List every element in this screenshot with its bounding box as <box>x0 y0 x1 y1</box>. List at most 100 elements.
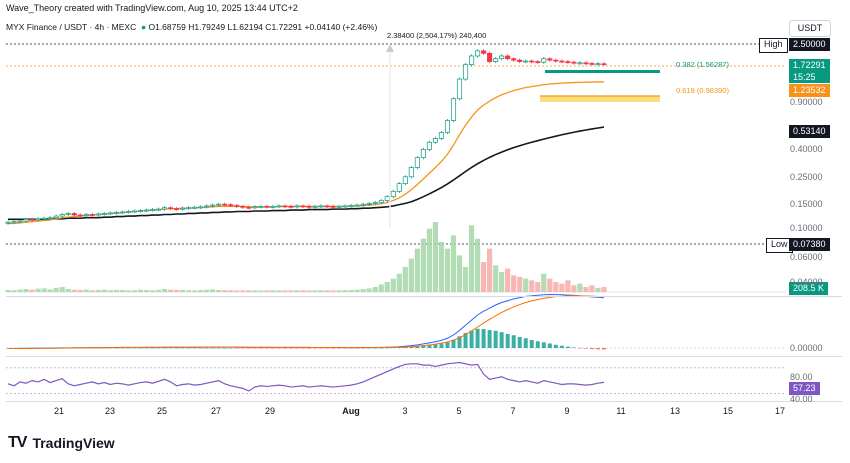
candle <box>282 205 288 208</box>
currency-button[interactable]: USDT <box>789 20 831 37</box>
candle <box>252 206 258 209</box>
volume-bar <box>101 289 107 292</box>
volume-bar <box>366 288 372 292</box>
volume-bar <box>306 290 312 292</box>
tradingview-brand[interactable]: TV TradingView <box>8 434 115 452</box>
candle <box>95 213 101 216</box>
volume-bar <box>17 289 23 292</box>
candle <box>336 206 342 208</box>
volume-bar <box>396 273 402 292</box>
volume-bar <box>83 289 89 292</box>
price-tick: 0.25000 <box>790 172 823 182</box>
candle <box>330 206 336 208</box>
ohlc-high: 1.79249 <box>194 22 226 32</box>
volume-bar <box>222 290 228 292</box>
candle <box>318 205 324 208</box>
macd-histogram-bar <box>204 347 209 349</box>
signal-line <box>8 295 605 349</box>
macd-histogram-bar <box>451 339 456 348</box>
volume-bar <box>450 235 457 292</box>
macd-histogram-bar <box>222 347 227 349</box>
candle <box>324 205 330 208</box>
candle <box>493 58 499 62</box>
volume-bar <box>155 289 162 292</box>
volume-bar <box>5 290 11 292</box>
macd-histogram-bar <box>523 338 528 348</box>
volume-bar <box>282 290 288 292</box>
candle <box>402 176 408 184</box>
volume-bar <box>258 290 264 292</box>
candle <box>71 213 77 216</box>
volume-bar <box>71 289 77 292</box>
candle <box>5 221 11 224</box>
macd-histogram-bar <box>427 344 432 348</box>
fib-618-label: 0.618 (0.98390) <box>676 86 729 95</box>
macd-histogram-bar <box>571 347 576 348</box>
volume-bar <box>270 290 276 292</box>
macd-histogram-bar <box>529 340 534 348</box>
high-price-tag: 2.50000 <box>789 38 830 51</box>
price-tick: 0.10000 <box>790 223 823 233</box>
fib-382-zone <box>545 70 660 73</box>
macd-histogram-bar <box>138 347 143 349</box>
candle <box>89 214 95 216</box>
macd-histogram-bar <box>198 348 203 349</box>
ohlc-low: 1.62194 <box>232 22 263 32</box>
macd-histogram-bar <box>553 344 558 348</box>
volume-bar <box>535 282 541 292</box>
candle <box>559 60 565 63</box>
volume-bar <box>468 225 475 292</box>
volume-bar <box>131 290 138 292</box>
macd-histogram-bar <box>331 348 336 349</box>
macd-histogram-bar <box>493 330 498 348</box>
x-tick: 7 <box>510 406 516 416</box>
volume-bar <box>119 290 125 292</box>
macd-histogram-bar <box>126 347 131 349</box>
macd-histogram-bar <box>192 347 197 349</box>
volume-bar <box>438 242 445 292</box>
volume-bar <box>547 278 553 292</box>
candle <box>288 206 294 208</box>
candle <box>426 141 432 150</box>
price-tick: 0.06000 <box>790 252 823 262</box>
volume-bar <box>252 290 258 292</box>
macd-histogram-bar <box>487 330 492 348</box>
volume-bar <box>143 290 150 292</box>
x-tick: 15 <box>722 406 734 416</box>
symbol-name: MYX Finance / USDT · 4h · MEXC <box>6 22 137 32</box>
candle <box>83 214 89 216</box>
candle <box>77 214 83 217</box>
volume-bar <box>11 290 17 292</box>
candle <box>210 204 216 207</box>
tradingview-logo-icon: TV <box>8 434 27 451</box>
candle <box>47 217 53 220</box>
volume-bar <box>474 238 481 292</box>
macd-histogram-bar <box>559 345 564 348</box>
macd-histogram-bar <box>264 348 269 349</box>
volume-bar <box>342 290 348 292</box>
macd-zero-label: 0.00000 <box>790 343 823 353</box>
candle <box>601 63 607 66</box>
price-tick: 0.40000 <box>790 144 823 154</box>
volume-bar <box>53 287 59 292</box>
volume-bar <box>210 289 216 292</box>
fib-382-label: 0.382 (1.56287) <box>676 60 729 69</box>
volume-bar <box>499 272 505 292</box>
candle <box>529 60 535 63</box>
candle <box>396 183 402 192</box>
volume-bar <box>354 289 360 292</box>
candle <box>137 210 143 212</box>
candle <box>553 59 559 62</box>
ohlc-open: 1.68759 <box>155 22 186 32</box>
candle <box>258 206 264 208</box>
candle <box>198 206 204 209</box>
ohlc-close-label: C <box>265 22 272 32</box>
candle <box>444 120 451 133</box>
volume-bar <box>336 290 342 292</box>
x-tick: 23 <box>104 406 116 416</box>
macd-histogram-bar <box>583 348 588 349</box>
measure-label: 2.38400 (2,504.17%) 240,400 <box>387 31 487 40</box>
attribution-text: Wave_Theory created with TradingView.com… <box>6 3 298 13</box>
x-tick: 27 <box>210 406 222 416</box>
